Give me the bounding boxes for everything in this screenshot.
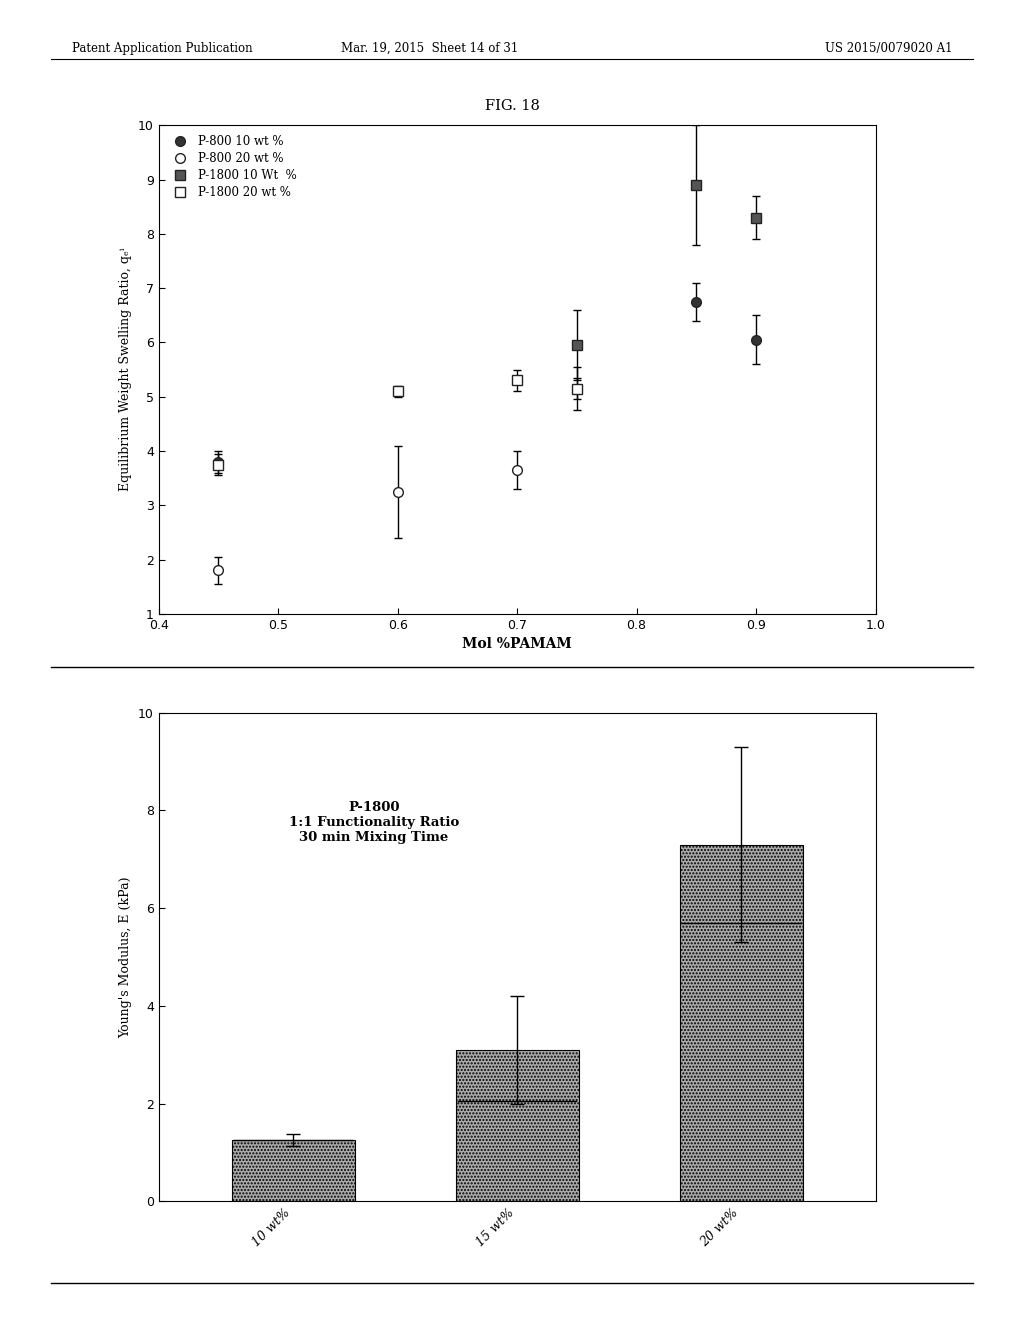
X-axis label: Mol %PAMAM: Mol %PAMAM	[462, 638, 572, 651]
Text: US 2015/0079020 A1: US 2015/0079020 A1	[824, 42, 952, 55]
Bar	[680, 845, 803, 1201]
Y-axis label: Young's Modulus, E (kPa): Young's Modulus, E (kPa)	[120, 876, 132, 1038]
Text: Patent Application Publication: Patent Application Publication	[72, 42, 252, 55]
Legend: P-800 10 wt %, P-800 20 wt %, P-1800 10 Wt  %, P-1800 20 wt %: P-800 10 wt %, P-800 20 wt %, P-1800 10 …	[165, 131, 300, 203]
Text: FIG. 18: FIG. 18	[484, 99, 540, 114]
Y-axis label: Equilibrium Weight Swelling Ratio, qₑⁱ: Equilibrium Weight Swelling Ratio, qₑⁱ	[120, 248, 132, 491]
Bar	[231, 1140, 354, 1201]
Bar	[456, 1049, 579, 1201]
Text: Mar. 19, 2015  Sheet 14 of 31: Mar. 19, 2015 Sheet 14 of 31	[341, 42, 519, 55]
Text: P-1800
1:1 Functionality Ratio
30 min Mixing Time: P-1800 1:1 Functionality Ratio 30 min Mi…	[289, 801, 459, 843]
